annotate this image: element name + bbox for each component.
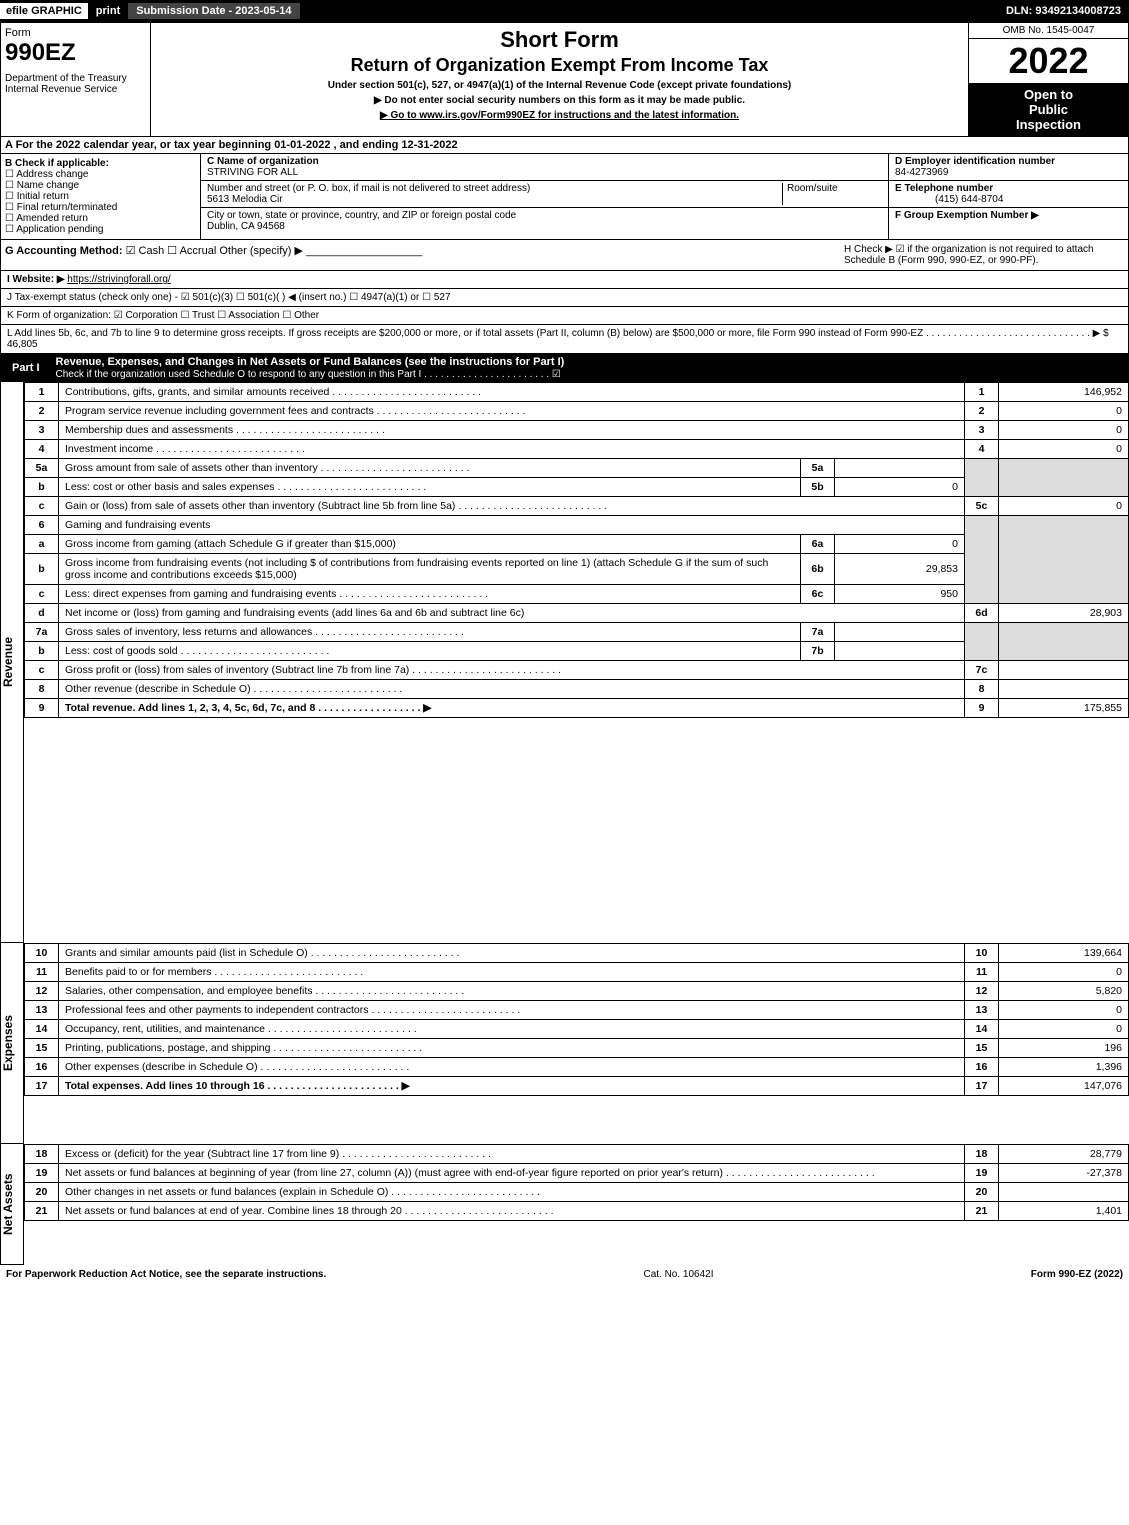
e-label: E Telephone number <box>895 183 993 194</box>
org-name: STRIVING FOR ALL <box>207 167 298 178</box>
d-label: D Employer identification number <box>895 156 1055 167</box>
city: Dublin, CA 94568 <box>207 221 285 232</box>
chk-application-pending[interactable] <box>5 224 16 235</box>
b-label: B Check if applicable: <box>5 158 109 169</box>
chk-initial-return[interactable] <box>5 191 17 202</box>
form-label: Form <box>5 27 146 39</box>
submission-date: Submission Date - 2023-05-14 <box>128 3 299 19</box>
row-i: I Website: ▶ https://strivingforall.org/ <box>0 271 1129 289</box>
efile-label: efile GRAPHIC <box>0 3 88 19</box>
other-specify: Other (specify) ▶ <box>219 245 303 257</box>
f-label: F Group Exemption Number ▶ <box>895 210 1039 221</box>
form-subtitle: Return of Organization Exempt From Incom… <box>159 55 960 76</box>
row-l: L Add lines 5b, 6c, and 7b to line 9 to … <box>0 325 1129 354</box>
form-header: Form 990EZ Department of the Treasury In… <box>0 22 1129 137</box>
phone: (415) 644-8704 <box>895 194 1003 205</box>
expenses-table: 10Grants and similar amounts paid (list … <box>24 943 1129 1096</box>
omb-number: OMB No. 1545-0047 <box>969 23 1128 39</box>
chk-address-change[interactable] <box>5 169 16 180</box>
revenue-table: 1Contributions, gifts, grants, and simil… <box>24 382 1129 718</box>
chk-final-return[interactable] <box>5 202 17 213</box>
chk-amended-return[interactable] <box>5 213 16 224</box>
row-j: J Tax-exempt status (check only one) - ☑… <box>0 289 1129 307</box>
revenue-section-label: Revenue <box>0 382 24 943</box>
ssn-warning: ▶ Do not enter social security numbers o… <box>159 95 960 106</box>
page-footer: For Paperwork Reduction Act Notice, see … <box>0 1265 1129 1284</box>
footer-catno: Cat. No. 10642I <box>326 1269 1030 1280</box>
ein: 84-4273969 <box>895 167 948 178</box>
tax-year: 2022 <box>969 39 1128 83</box>
section-b-block: B Check if applicable: Address change Na… <box>0 154 1129 240</box>
netassets-section-label: Net Assets <box>0 1144 24 1265</box>
top-bar: efile GRAPHIC print Submission Date - 20… <box>0 0 1129 22</box>
street-label: Number and street (or P. O. box, if mail… <box>207 183 530 194</box>
form-number: 990EZ <box>5 39 146 67</box>
street: 5613 Melodia Cir <box>207 194 283 205</box>
website-link[interactable]: https://strivingforall.org/ <box>67 274 170 285</box>
goto-link[interactable]: ▶ Go to www.irs.gov/Form990EZ for instru… <box>159 110 960 121</box>
g-label: G Accounting Method: <box>5 245 123 257</box>
form-title: Short Form <box>159 27 960 53</box>
expenses-section-label: Expenses <box>0 943 24 1144</box>
chk-accrual[interactable] <box>167 245 179 257</box>
dept-label: Department of the Treasury Internal Reve… <box>5 73 146 95</box>
row-k: K Form of organization: ☑ Corporation ☐ … <box>0 307 1129 325</box>
inspection-badge: Open to Public Inspection <box>969 83 1128 136</box>
part-1-header: Part I Revenue, Expenses, and Changes in… <box>0 354 1129 382</box>
chk-name-change[interactable] <box>5 180 17 191</box>
c-label: C Name of organization <box>207 156 319 167</box>
footer-left: For Paperwork Reduction Act Notice, see … <box>6 1269 326 1280</box>
print-link[interactable]: print <box>88 5 128 17</box>
room-label: Room/suite <box>787 183 838 194</box>
row-g: G Accounting Method: Cash Accrual Other … <box>0 240 1129 271</box>
footer-right: Form 990-EZ (2022) <box>1031 1269 1123 1280</box>
line-a: A For the 2022 calendar year, or tax yea… <box>0 137 1129 154</box>
netassets-table: 18Excess or (deficit) for the year (Subt… <box>24 1144 1129 1221</box>
dln: DLN: 93492134008723 <box>1006 5 1129 17</box>
h-check: H Check ▶ ☑ if the organization is not r… <box>844 244 1124 266</box>
city-label: City or town, state or province, country… <box>207 210 516 221</box>
chk-cash[interactable] <box>126 245 139 257</box>
under-section: Under section 501(c), 527, or 4947(a)(1)… <box>159 80 960 91</box>
